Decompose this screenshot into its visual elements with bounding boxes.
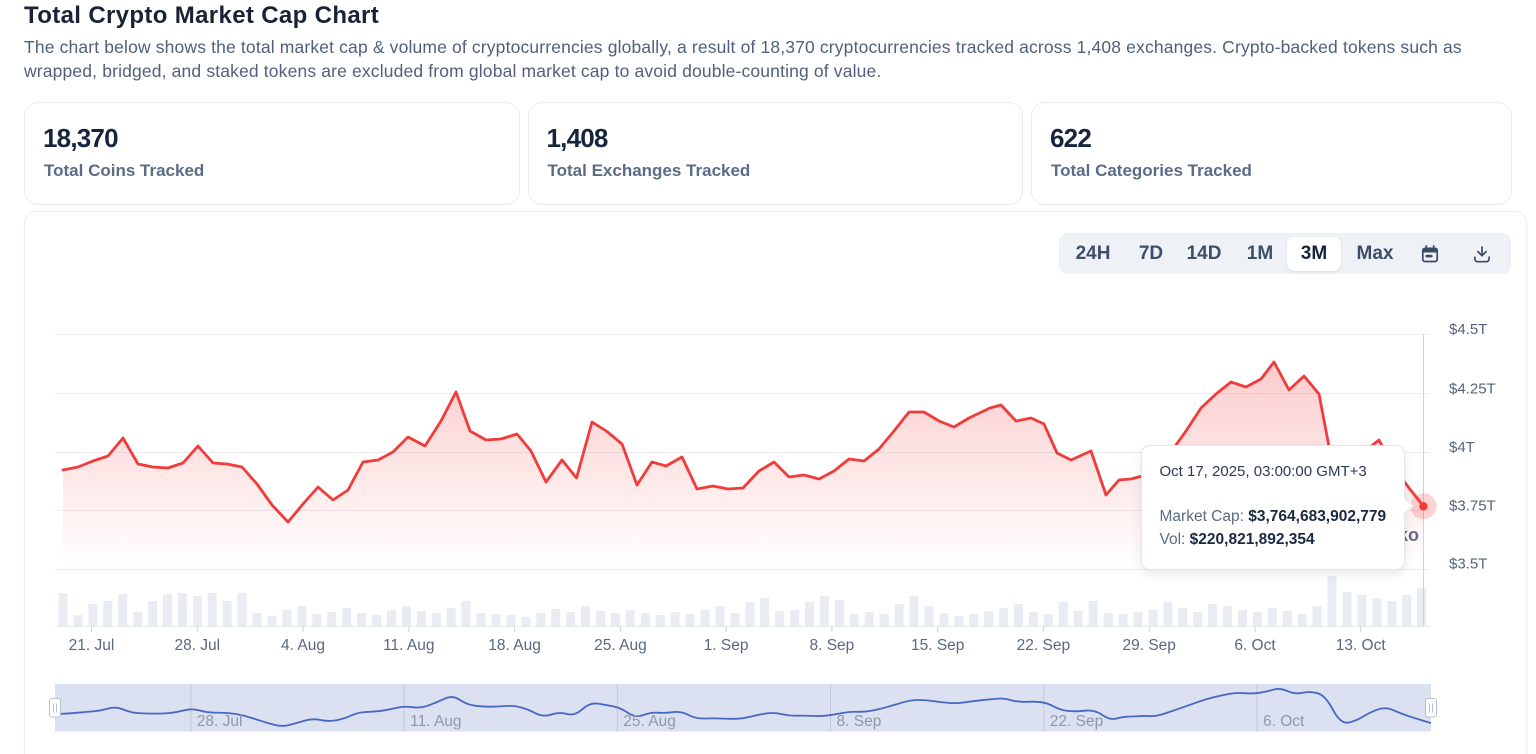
svg-text:$3.5T: $3.5T [1449, 556, 1487, 573]
svg-text:28. Jul: 28. Jul [174, 637, 220, 654]
svg-text:$4.25T: $4.25T [1449, 381, 1496, 398]
svg-text:11. Aug: 11. Aug [410, 713, 461, 730]
svg-text:18. Aug: 18. Aug [488, 637, 541, 654]
svg-text:22. Sep: 22. Sep [1017, 637, 1070, 654]
svg-text:1. Sep: 1. Sep [704, 637, 749, 654]
svg-text:28. Jul: 28. Jul [197, 713, 243, 730]
svg-text:6. Oct: 6. Oct [1263, 713, 1305, 730]
svg-text:25. Aug: 25. Aug [623, 713, 676, 730]
svg-text:21. Jul: 21. Jul [69, 637, 115, 654]
svg-text:22. Sep: 22. Sep [1050, 713, 1103, 730]
svg-text:11. Aug: 11. Aug [383, 637, 434, 654]
svg-text:$4T: $4T [1449, 439, 1475, 456]
svg-text:15. Sep: 15. Sep [911, 637, 964, 654]
svg-text:$3.75T: $3.75T [1449, 498, 1496, 515]
svg-text:8. Sep: 8. Sep [837, 713, 882, 730]
svg-text:29. Sep: 29. Sep [1122, 637, 1175, 654]
svg-text:13. Oct: 13. Oct [1336, 637, 1387, 654]
svg-text:25. Aug: 25. Aug [594, 637, 647, 654]
svg-text:8. Sep: 8. Sep [809, 637, 854, 654]
svg-text:4. Aug: 4. Aug [281, 637, 325, 654]
svg-text:6. Oct: 6. Oct [1234, 637, 1276, 654]
svg-text:$4.5T: $4.5T [1449, 321, 1487, 338]
